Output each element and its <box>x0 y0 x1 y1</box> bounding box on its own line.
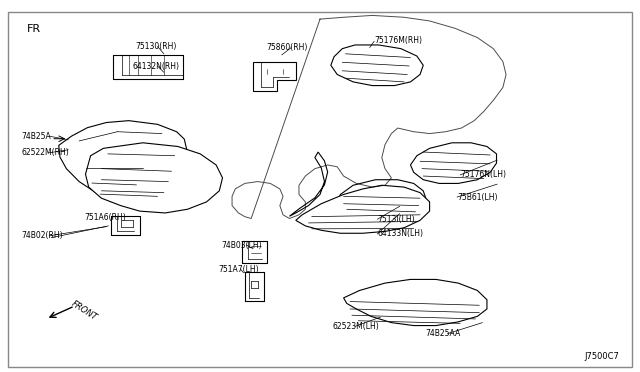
Text: 75176M(RH): 75176M(RH) <box>374 36 422 45</box>
Polygon shape <box>410 143 497 183</box>
Polygon shape <box>296 185 429 233</box>
Polygon shape <box>86 143 223 213</box>
Polygon shape <box>331 45 423 86</box>
FancyBboxPatch shape <box>8 13 632 367</box>
Text: FRONT: FRONT <box>70 299 99 323</box>
Text: FR: FR <box>27 24 41 34</box>
Polygon shape <box>289 152 328 216</box>
Polygon shape <box>59 121 194 205</box>
Text: 64132N(RH): 64132N(RH) <box>132 61 179 71</box>
Text: 75860(RH): 75860(RH) <box>266 43 307 52</box>
Text: 74B03(LH): 74B03(LH) <box>221 241 262 250</box>
Text: 751A6(RH): 751A6(RH) <box>84 213 126 222</box>
Text: 62523M(LH): 62523M(LH) <box>333 322 380 331</box>
Text: 7513I(LH): 7513I(LH) <box>378 215 415 224</box>
Text: 751A7(LH): 751A7(LH) <box>218 264 259 273</box>
Text: 62522M(RH): 62522M(RH) <box>22 148 70 157</box>
Polygon shape <box>253 62 296 91</box>
Text: 74B25AA: 74B25AA <box>425 329 460 338</box>
Text: 74B02(RH): 74B02(RH) <box>22 231 63 240</box>
Text: 75176N(LH): 75176N(LH) <box>460 170 506 179</box>
Text: 64133N(LH): 64133N(LH) <box>378 230 423 238</box>
Polygon shape <box>344 279 487 326</box>
Text: J7500C7: J7500C7 <box>584 352 620 361</box>
Polygon shape <box>337 180 426 220</box>
Text: 75B61(LH): 75B61(LH) <box>457 193 497 202</box>
Text: 74B25A: 74B25A <box>22 132 52 141</box>
Text: 75130(RH): 75130(RH) <box>135 42 177 51</box>
